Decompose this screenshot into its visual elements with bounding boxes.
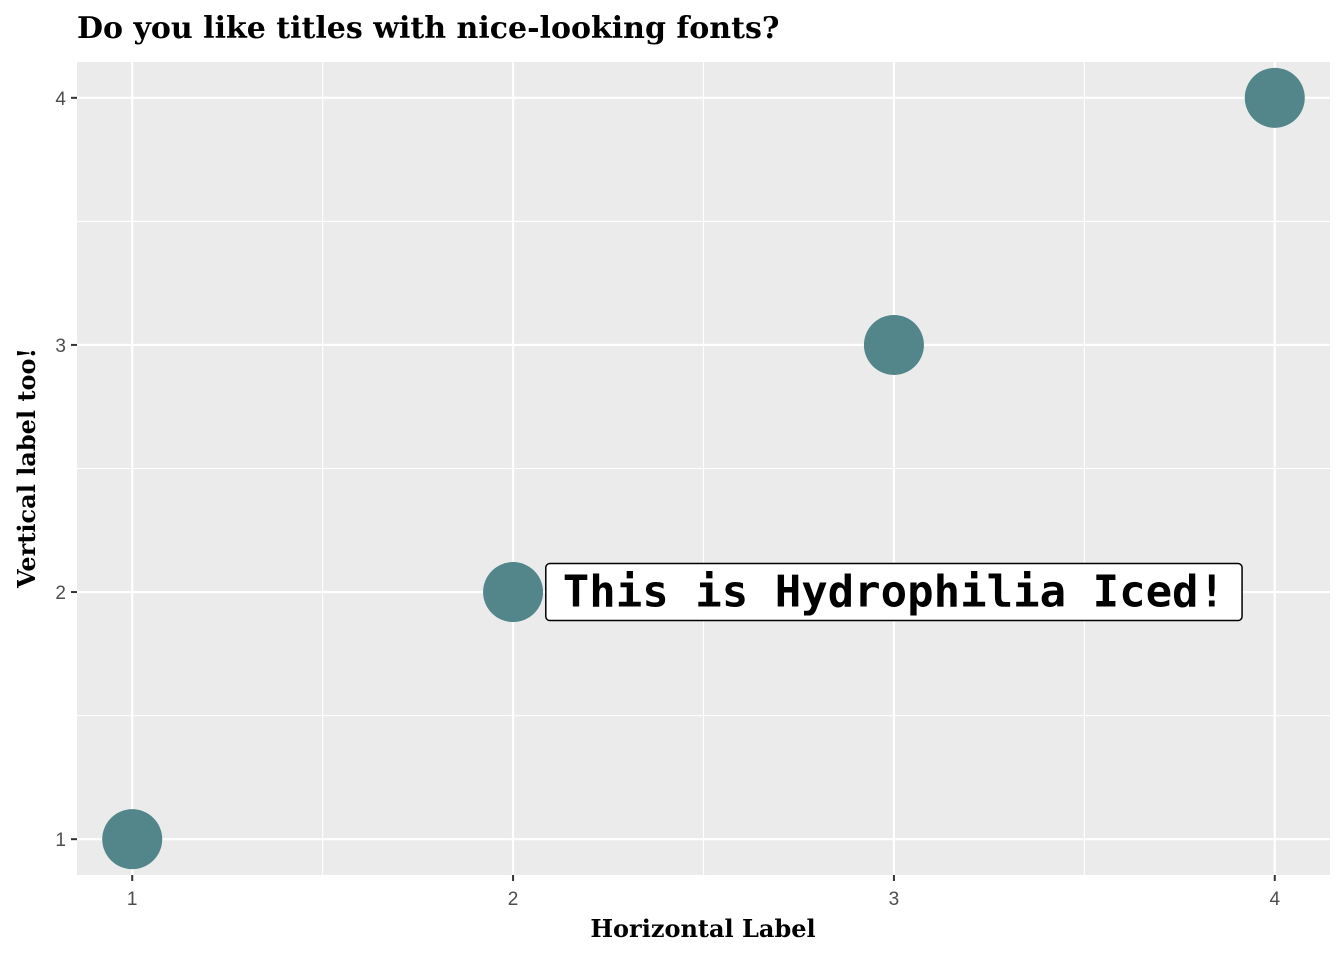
- y-tick-label: 2: [55, 583, 66, 604]
- y-tick-label: 3: [55, 336, 66, 357]
- annotation-box: [545, 562, 1243, 622]
- annotation-label: This is Hydrophilia Iced!: [563, 567, 1225, 618]
- chart-title: Do you like titles with nice-looking fon…: [77, 11, 779, 46]
- y-tick-label: 1: [55, 830, 66, 851]
- annotation-group: This is Hydrophilia Iced!: [545, 562, 1243, 622]
- axis-ticks: 1 2 3 4 1 2 3 4: [55, 89, 1280, 910]
- x-axis-title: Horizontal Label: [590, 914, 815, 943]
- data-point: [483, 562, 544, 623]
- data-point: [1244, 67, 1305, 128]
- data-point: [102, 809, 163, 870]
- data-points: [102, 67, 1305, 870]
- x-tick-label: 3: [889, 889, 900, 910]
- x-tick-label: 4: [1269, 889, 1280, 910]
- data-point: [863, 314, 924, 375]
- y-axis-title: Vertical label too!: [12, 348, 41, 589]
- grid-lines: [77, 62, 1330, 875]
- y-tick-label: 4: [55, 89, 66, 110]
- x-tick-label: 2: [508, 889, 519, 910]
- x-tick-label: 1: [127, 889, 138, 910]
